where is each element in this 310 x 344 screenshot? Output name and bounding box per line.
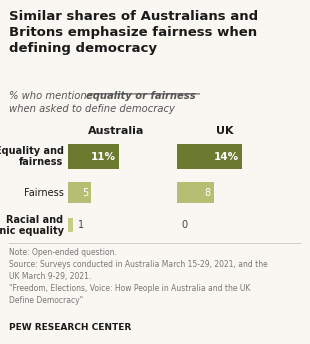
Text: Racial and
ethnic equality: Racial and ethnic equality — [0, 215, 64, 236]
FancyBboxPatch shape — [177, 144, 242, 169]
Text: UK: UK — [216, 126, 233, 136]
Text: Equality and
fairness: Equality and fairness — [0, 146, 64, 167]
FancyBboxPatch shape — [68, 218, 73, 232]
FancyBboxPatch shape — [177, 182, 214, 203]
Text: 1: 1 — [78, 220, 84, 230]
Text: 14%: 14% — [214, 151, 239, 162]
Text: Similar shares of Australians and
Britons emphasize fairness when
defining democ: Similar shares of Australians and Briton… — [9, 10, 259, 55]
Text: equality or fairness: equality or fairness — [86, 91, 196, 101]
Text: Note: Open-ended question.
Source: Surveys conducted in Australia March 15-29, 2: Note: Open-ended question. Source: Surve… — [9, 248, 268, 304]
Text: % who mention: % who mention — [9, 91, 90, 101]
Text: Fairness: Fairness — [24, 187, 64, 198]
Text: 5: 5 — [82, 187, 88, 198]
Text: PEW RESEARCH CENTER: PEW RESEARCH CENTER — [9, 323, 131, 332]
FancyBboxPatch shape — [68, 182, 91, 203]
Text: Australia: Australia — [88, 126, 144, 136]
Text: 0: 0 — [181, 220, 188, 230]
Text: 11%: 11% — [91, 151, 116, 162]
Text: when asked to define democracy: when asked to define democracy — [9, 104, 175, 114]
Text: 8: 8 — [205, 187, 211, 198]
FancyBboxPatch shape — [68, 144, 119, 169]
